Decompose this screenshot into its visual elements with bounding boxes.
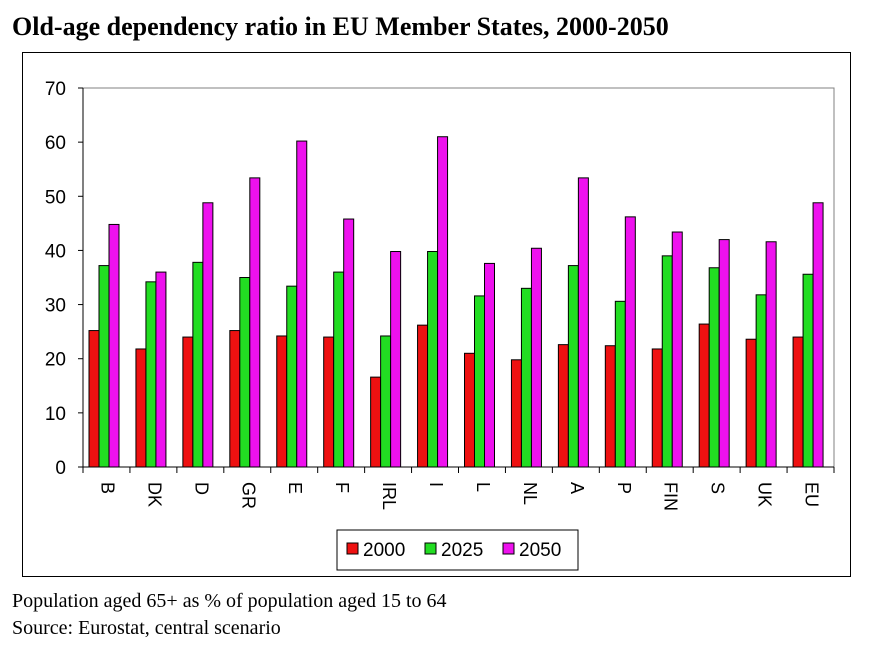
bar-2050-IRL [390, 251, 402, 468]
bar-2000-FIN [651, 348, 663, 468]
y-tick-label: 50 [45, 187, 66, 208]
chart-frame [22, 52, 851, 577]
x-tick-label: B [97, 482, 117, 494]
bar-2000-E [276, 335, 288, 468]
x-tick-label: L [473, 482, 493, 492]
bar-2000-I [417, 324, 429, 468]
x-tick-label: IRL [379, 482, 399, 510]
bar-2000-L [464, 352, 475, 468]
bar-2025-I [427, 251, 439, 468]
x-tick-label: FIN [661, 482, 681, 511]
chart-title: Old-age dependency ratio in EU Member St… [12, 12, 669, 41]
bar-2000-F [323, 336, 335, 468]
x-tick-label: F [332, 482, 352, 493]
bar-2000-DK [135, 348, 147, 468]
x-tick-label: A [567, 482, 587, 494]
legend-label-2050: 2050 [519, 540, 561, 561]
legend-swatch-2025 [424, 542, 437, 555]
x-tick-label: UK [755, 482, 775, 507]
bar-2025-IRL [380, 335, 392, 468]
legend [336, 529, 579, 571]
bar-2000-NL [510, 359, 522, 468]
y-tick-label: 70 [45, 79, 66, 100]
x-tick-label: DK [144, 482, 164, 507]
x-tick-label: D [191, 482, 211, 495]
y-tick-label: 60 [45, 133, 66, 154]
bar-2000-GR [229, 330, 241, 468]
bar-2000-S [698, 323, 710, 468]
bar-2000-D [182, 336, 194, 468]
bar-2025-UK [755, 294, 767, 468]
bar-2025-P [614, 300, 626, 468]
x-tick-label: P [614, 482, 634, 494]
bar-2050-F [343, 218, 355, 468]
bar-2025-S [708, 267, 720, 468]
x-tick-label: GR [238, 482, 258, 509]
bar-2050-B [108, 223, 120, 468]
bar-2050-I [437, 136, 449, 468]
bar-2025-F [333, 271, 345, 468]
bar-2025-E [286, 285, 298, 468]
bar-2025-A [567, 265, 579, 468]
bar-2050-GR [249, 177, 261, 468]
bar-2025-NL [520, 287, 532, 468]
bar-2000-UK [745, 338, 757, 468]
population-note: Population aged 65+ as % of population a… [12, 590, 447, 612]
legend-label-2025: 2025 [441, 540, 483, 561]
bar-2050-E [296, 140, 308, 468]
bar-2025-B [98, 265, 110, 468]
bar-2050-P [624, 216, 636, 468]
bar-2050-UK [765, 241, 777, 468]
source-note: Source: Eurostat, central scenario [12, 617, 281, 639]
y-tick-label: 0 [55, 458, 66, 479]
bar-2000-EU [792, 336, 804, 468]
x-tick-label: NL [520, 482, 540, 505]
y-tick-label: 30 [45, 296, 66, 317]
bar-2025-DK [145, 281, 157, 468]
bar-2025-L [474, 295, 485, 468]
bar-2050-NL [530, 247, 542, 468]
bar-2000-P [604, 345, 616, 468]
bar-2000-B [88, 330, 100, 468]
bar-2025-EU [802, 273, 814, 468]
y-tick-label: 20 [45, 350, 66, 371]
bar-2050-EU [812, 202, 824, 468]
bar-2025-D [192, 261, 204, 468]
x-tick-label: E [285, 482, 305, 494]
legend-swatch-2000 [346, 542, 359, 555]
bar-2050-A [577, 177, 589, 468]
bar-2050-FIN [671, 231, 683, 468]
bar-2000-A [557, 344, 569, 468]
bar-2050-L [484, 262, 495, 468]
bar-2025-FIN [661, 255, 673, 468]
bar-2050-DK [155, 271, 167, 468]
x-tick-label: I [426, 482, 446, 487]
bar-2050-D [202, 202, 214, 468]
x-tick-label: EU [802, 482, 822, 507]
legend-label-2000: 2000 [363, 540, 405, 561]
legend-swatch-2050 [502, 542, 515, 555]
y-tick-label: 40 [45, 241, 66, 262]
bar-2050-S [718, 239, 730, 468]
bar-2025-GR [239, 277, 251, 468]
y-tick-label: 10 [45, 404, 66, 425]
bar-2000-IRL [370, 376, 382, 468]
x-tick-label: S [708, 482, 728, 494]
